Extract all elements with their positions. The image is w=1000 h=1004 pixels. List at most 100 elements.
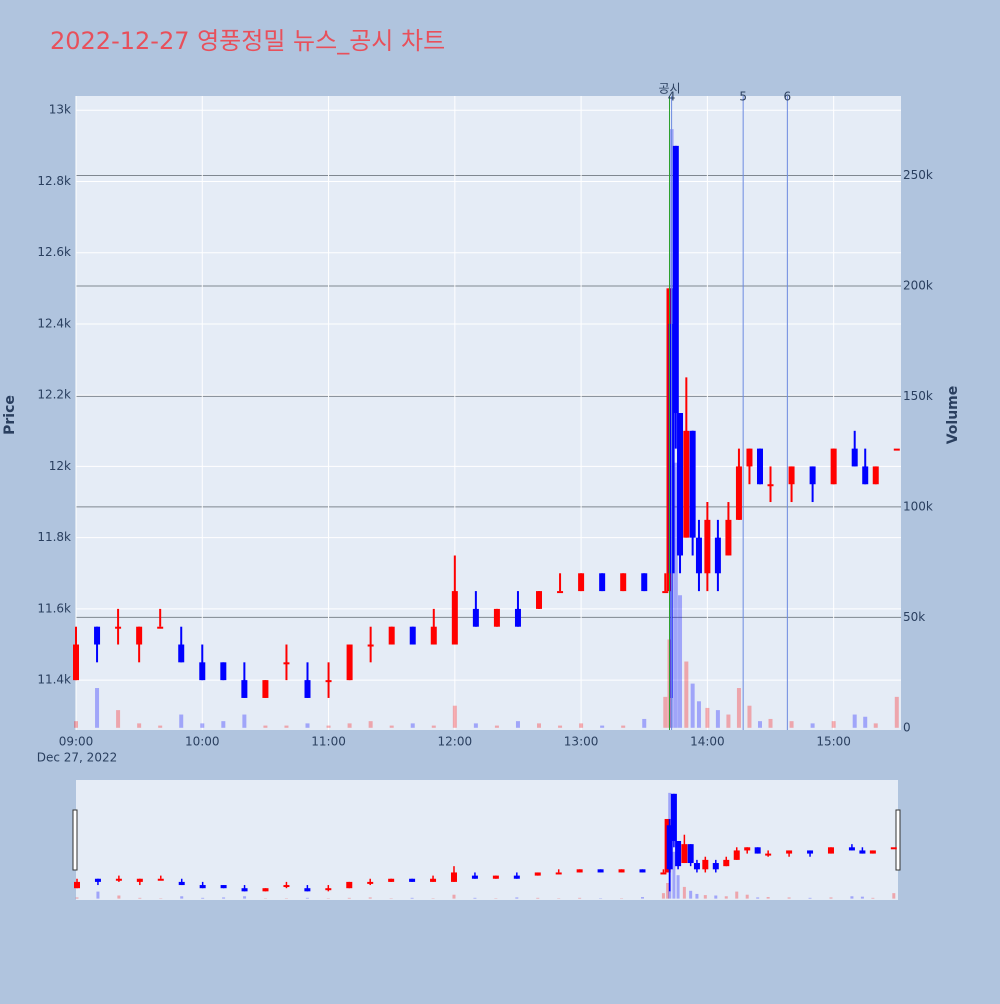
slider-volume — [452, 895, 455, 899]
volume-bar — [691, 684, 695, 728]
volume-bar — [221, 721, 225, 728]
volume-bar — [390, 726, 394, 728]
slider-candle-body — [158, 879, 164, 881]
slider-volume — [348, 898, 351, 899]
volume-bar — [737, 688, 741, 728]
volume-bar — [663, 697, 667, 728]
volume-bar — [726, 715, 730, 728]
slider-volume — [578, 898, 581, 899]
volume-bar — [705, 708, 709, 728]
slider-volume — [767, 897, 770, 899]
candle-body — [347, 645, 353, 681]
candle-body — [410, 627, 416, 645]
y-tick-label: 11.6k — [37, 601, 71, 615]
candle-body — [389, 627, 395, 645]
volume-bar — [558, 726, 562, 728]
slider-candle-body — [598, 869, 604, 872]
slider-candle-body — [451, 872, 457, 881]
slider-candle-body — [577, 869, 583, 872]
slider-candle-body — [325, 888, 331, 890]
volume-bar — [411, 723, 415, 727]
slider-candle-body — [675, 841, 681, 866]
volume-bar — [697, 701, 701, 728]
y2-tick-label: 100k — [903, 499, 933, 513]
y-tick-label: 11.8k — [37, 530, 71, 544]
candle-body — [873, 466, 879, 484]
x-tick-label: 10:00 — [185, 735, 220, 749]
slider-volume — [662, 893, 665, 898]
volume-bar — [495, 726, 499, 728]
slider-candle-body — [221, 885, 227, 888]
candle-body — [368, 645, 374, 647]
slider-volume — [515, 897, 518, 898]
slider-candle-body — [891, 847, 897, 849]
candle-body — [515, 609, 521, 627]
x-tick-label: 12:00 — [438, 735, 473, 749]
range-slider[interactable] — [76, 780, 898, 900]
candle-body — [283, 662, 289, 664]
volume-bar — [863, 717, 867, 728]
y-tick-label: 12.2k — [37, 388, 71, 402]
volume-bar — [137, 723, 141, 727]
slider-candle-body — [200, 885, 206, 888]
candle-body — [789, 466, 795, 484]
volume-bar — [537, 723, 541, 727]
slider-candle-body — [755, 847, 761, 853]
slider-handle[interactable] — [896, 810, 900, 870]
volume-bar — [158, 726, 162, 728]
slider-handle[interactable] — [73, 810, 77, 870]
slider-volume — [138, 898, 141, 899]
slider-volume — [96, 892, 99, 899]
slider-candle-body — [472, 876, 478, 879]
slider-volume — [714, 895, 717, 898]
y2-tick-label: 250k — [903, 168, 933, 182]
slider-candle-body — [744, 847, 750, 850]
volume-bar — [284, 726, 288, 728]
slider-candle-body — [807, 850, 813, 853]
slider-candle-body — [786, 850, 792, 853]
x-tick-label: 15:00 — [816, 735, 851, 749]
candle-body — [683, 431, 689, 538]
slider-volume — [746, 895, 749, 899]
candle-body — [894, 449, 900, 451]
slider-candle-body — [849, 847, 855, 850]
volume-bar — [832, 721, 836, 728]
y-tick-label: 13k — [49, 103, 71, 117]
slider-candle-body — [179, 882, 185, 885]
slider-volume — [689, 891, 692, 899]
volume-bar — [579, 723, 583, 727]
volume-bar — [811, 723, 815, 727]
candle-body — [473, 609, 479, 627]
candle-body — [94, 627, 100, 645]
annotation-label: 5 — [739, 90, 747, 104]
slider-volume — [536, 898, 539, 899]
candle-body — [696, 538, 702, 574]
candle-body — [136, 627, 142, 645]
slider-candle-body — [388, 879, 394, 882]
candle-body — [757, 449, 763, 485]
annotation-label: 6 — [784, 90, 792, 104]
x-tick-label: 11:00 — [311, 735, 346, 749]
x-tick-label: 14:00 — [690, 735, 725, 749]
slider-volume — [677, 875, 680, 898]
slider-volume — [641, 897, 644, 899]
slider-candle-body — [514, 876, 520, 879]
slider-volume — [369, 897, 372, 898]
slider-volume — [117, 895, 120, 898]
slider-candle-body — [409, 879, 415, 882]
slider-candle-body — [283, 885, 289, 887]
y2-tick-label: 150k — [903, 389, 933, 403]
y-tick-label: 12.6k — [37, 245, 71, 259]
slider-volume — [788, 897, 791, 898]
slider-volume — [829, 897, 832, 898]
volume-bar — [179, 715, 183, 728]
candle-body — [831, 449, 837, 485]
candle-body — [599, 573, 605, 591]
candle-body — [199, 662, 205, 680]
slider-candle-body — [828, 847, 834, 853]
x-date-label: Dec 27, 2022 — [37, 751, 117, 765]
volume-bar — [874, 723, 878, 727]
volume-bar — [678, 595, 682, 728]
slider-candle-body — [660, 872, 666, 874]
slider-candle-body — [713, 863, 719, 869]
